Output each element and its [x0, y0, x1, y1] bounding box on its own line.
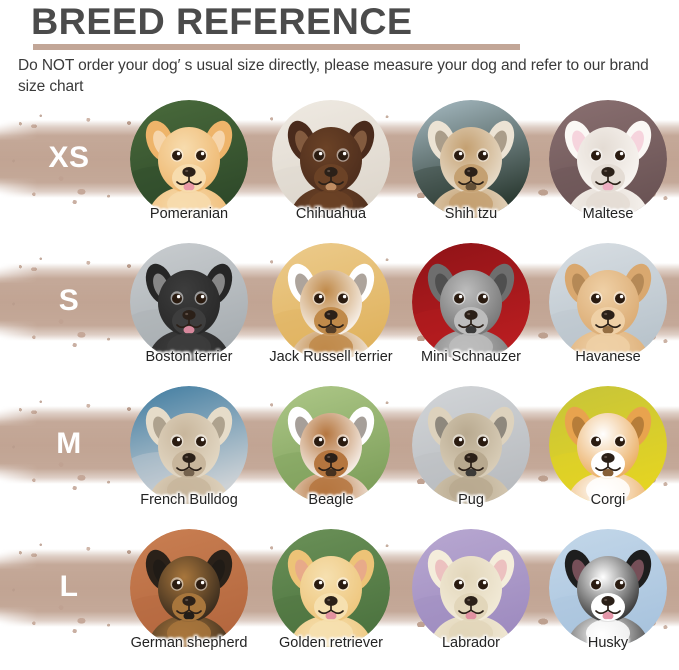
breed-cell[interactable]: Mini Schnauzer — [396, 243, 546, 384]
size-row-m: M — [0, 384, 679, 527]
size-badge-m: M — [56, 427, 82, 460]
maltese-photo — [549, 100, 667, 218]
german-shepherd-photo — [130, 529, 248, 647]
breed-cell[interactable]: Corgi — [533, 386, 679, 527]
breed-label: Golden retriever — [279, 635, 383, 651]
size-row-l: L — [0, 527, 679, 670]
breed-cell[interactable]: Labrador — [396, 529, 546, 670]
breed-label: German shepherd — [130, 635, 248, 651]
chihuahua-photo — [272, 100, 390, 218]
jack-russell-terrier-photo — [272, 243, 390, 361]
breed-cell[interactable]: Jack Russell terrier — [256, 243, 406, 384]
page-title: BREED REFERENCE — [31, 1, 413, 42]
golden-retriever-photo — [272, 529, 390, 647]
beagle-photo — [272, 386, 390, 504]
breed-cell[interactable]: Husky — [533, 529, 679, 670]
breed-cell[interactable]: Boston terrier — [114, 243, 264, 384]
breed-label: Husky — [587, 635, 629, 651]
jack-russell-terrier-photo — [272, 243, 390, 361]
boston-terrier-photo — [130, 243, 248, 361]
mini-schnauzer-photo — [412, 243, 530, 361]
breed-label: Chihuahua — [295, 206, 367, 222]
header: BREED REFERENCE Do NOT order your dog′ s… — [0, 0, 679, 98]
pug-photo — [412, 386, 530, 504]
french-bulldog-photo — [130, 386, 248, 504]
breed-label: Pomeranian — [149, 206, 229, 222]
boston-terrier-photo — [130, 243, 248, 361]
breed-cell[interactable]: Pomeranian — [114, 100, 264, 241]
breed-label: Jack Russell terrier — [269, 349, 393, 365]
french-bulldog-photo — [130, 386, 248, 504]
size-row-xs: XS — [0, 98, 679, 241]
golden-retriever-photo — [272, 529, 390, 647]
breed-label: Beagle — [308, 492, 354, 508]
chihuahua-photo — [272, 100, 390, 218]
size-badge-s: S — [58, 284, 80, 317]
breed-cell[interactable]: Shih tzu — [396, 100, 546, 241]
breed-cell[interactable]: Havanese — [533, 243, 679, 384]
havanese-photo — [549, 243, 667, 361]
breed-label: Maltese — [582, 206, 634, 222]
breed-cell[interactable]: Golden retriever — [256, 529, 406, 670]
breed-cell[interactable]: Pug — [396, 386, 546, 527]
breed-cell[interactable]: Chihuahua — [256, 100, 406, 241]
title-divider — [33, 44, 520, 50]
pomeranian-photo — [130, 100, 248, 218]
size-row-s: S — [0, 241, 679, 384]
maltese-photo — [549, 100, 667, 218]
corgi-photo — [549, 386, 667, 504]
breed-label: French Bulldog — [140, 492, 238, 508]
subtitle-instructions: Do NOT order your dog′ s usual size dire… — [18, 57, 649, 95]
size-badge-l: L — [59, 570, 79, 603]
german-shepherd-photo — [130, 529, 248, 647]
breed-label: Labrador — [441, 635, 501, 651]
pomeranian-photo — [130, 100, 248, 218]
size-badge-xs: XS — [48, 141, 90, 174]
corgi-photo — [549, 386, 667, 504]
breed-cell[interactable]: Maltese — [533, 100, 679, 241]
breed-label: Corgi — [590, 492, 626, 508]
breed-cell[interactable]: Beagle — [256, 386, 406, 527]
breed-cell[interactable]: French Bulldog — [114, 386, 264, 527]
breed-label: Havanese — [575, 349, 641, 365]
breed-cell[interactable]: German shepherd — [114, 529, 264, 670]
husky-photo — [549, 529, 667, 647]
shih-tzu-photo — [412, 100, 530, 218]
husky-photo — [549, 529, 667, 647]
breed-label: Boston terrier — [145, 349, 233, 365]
shih-tzu-photo — [412, 100, 530, 218]
pug-photo — [412, 386, 530, 504]
breed-label: Pug — [458, 492, 484, 508]
havanese-photo — [549, 243, 667, 361]
breed-label: Mini Schnauzer — [421, 349, 521, 365]
breed-label: Shih tzu — [444, 206, 498, 222]
beagle-photo — [272, 386, 390, 504]
mini-schnauzer-photo — [412, 243, 530, 361]
labrador-photo — [412, 529, 530, 647]
labrador-photo — [412, 529, 530, 647]
